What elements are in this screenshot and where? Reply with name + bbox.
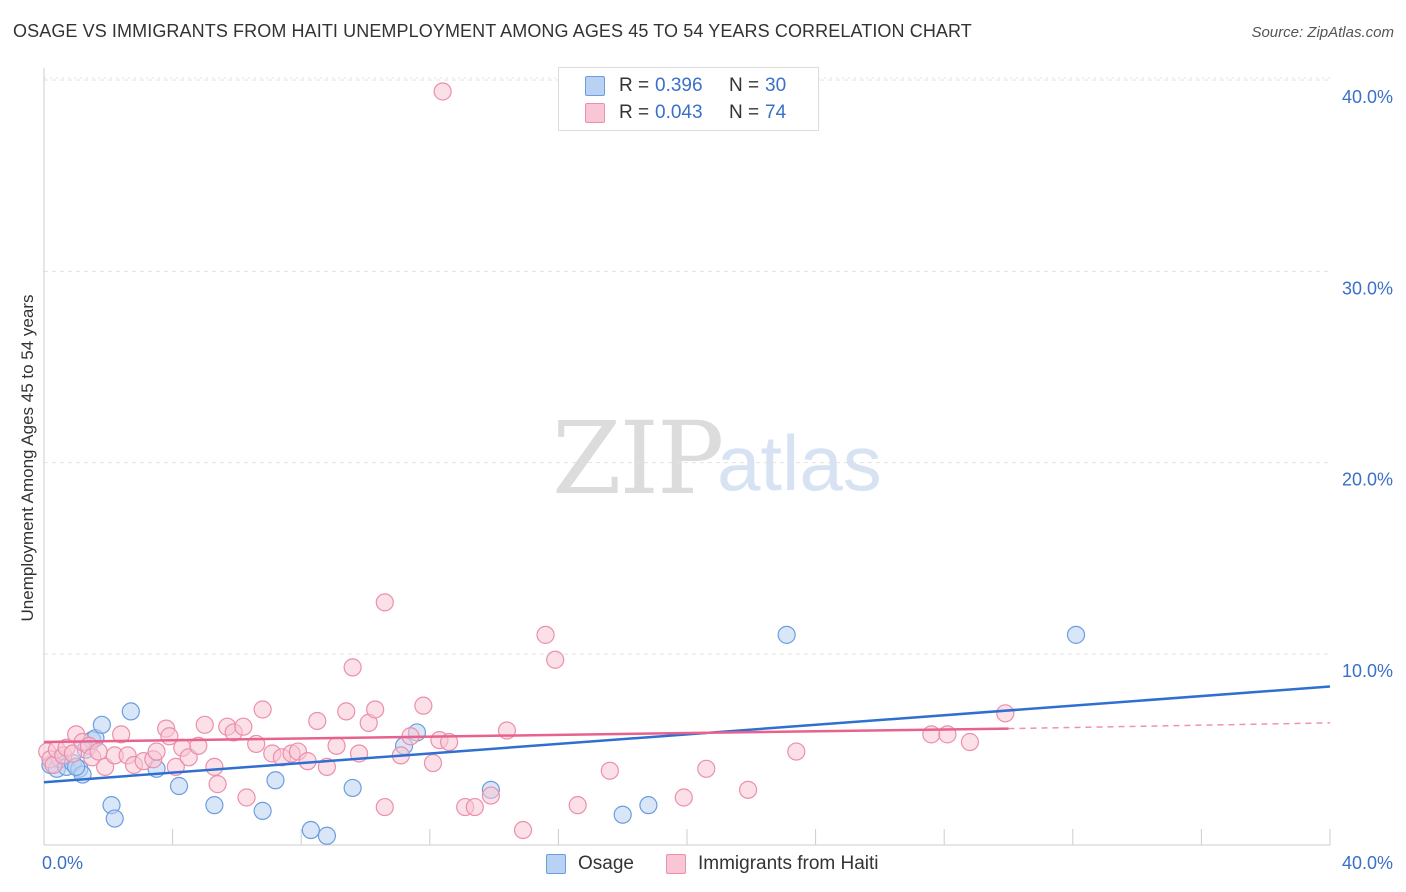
haiti-point (343, 658, 362, 677)
haiti-point (189, 736, 208, 755)
haiti-point (546, 650, 565, 669)
haiti-point (536, 625, 555, 644)
osage-point (121, 702, 140, 721)
haiti-trend-extension (1008, 722, 1331, 730)
haiti-point (996, 704, 1015, 723)
osage-point (169, 776, 189, 796)
haiti-point (375, 593, 394, 612)
r-label: R = (619, 75, 650, 96)
haiti-point (237, 788, 256, 807)
haiti-point (600, 761, 619, 780)
haiti-point (366, 700, 385, 719)
osage-point (105, 809, 124, 828)
haiti-point (738, 780, 758, 799)
haiti-point (89, 742, 108, 761)
x-tick-label: 0.0% (42, 853, 83, 873)
source-label: Source: ZipAtlas.com (1251, 24, 1394, 41)
haiti-point (568, 796, 587, 815)
osage-point (253, 801, 272, 820)
osage-legend-swatch (546, 854, 566, 874)
chart-title: OSAGE VS IMMIGRANTS FROM HAITI UNEMPLOYM… (13, 21, 972, 41)
haiti-point (674, 788, 693, 807)
haiti-trend-line (43, 727, 1009, 744)
legend-row-osage: R = 0.396 N = 30 (585, 73, 786, 99)
haiti-point (253, 700, 272, 719)
haiti-point (234, 717, 253, 736)
osage-n-value: 30 (765, 75, 787, 96)
osage-r-value: 0.396 (655, 75, 703, 96)
haiti-point (423, 753, 443, 773)
watermark-zip: ZIP (552, 400, 724, 517)
haiti-point (481, 786, 500, 805)
haiti-point (208, 775, 227, 794)
haiti-point (513, 820, 533, 840)
osage-point (301, 820, 320, 840)
r-label: R = (619, 102, 650, 123)
haiti-point (697, 759, 716, 778)
haiti-point (787, 742, 806, 761)
haiti-point (960, 732, 980, 752)
haiti-point (433, 82, 452, 101)
haiti-legend-swatch (666, 854, 686, 874)
n-label: N = (729, 102, 760, 123)
osage-trend-line (43, 685, 1331, 784)
osage-point (92, 715, 111, 734)
osage-point (317, 826, 337, 845)
osage-legend-label: Osage (578, 853, 634, 874)
haiti-point (327, 736, 346, 755)
y-tick-label: 10.0% (1342, 661, 1393, 681)
haiti-point (195, 715, 214, 734)
osage-point (205, 796, 224, 815)
haiti-point (414, 696, 433, 715)
legend-row-haiti: R = 0.043 N = 74 (585, 100, 786, 126)
bottom-legend-osage: Osage (546, 852, 634, 876)
osage-point (777, 625, 796, 644)
haiti-point (465, 797, 484, 817)
osage-point (266, 771, 285, 790)
osage-swatch (585, 76, 605, 96)
osage-point (1066, 625, 1086, 644)
haiti-point (337, 702, 356, 721)
haiti-point (439, 732, 459, 752)
osage-point (639, 796, 658, 815)
osage-point (613, 805, 632, 824)
y-tick-label: 30.0% (1342, 278, 1393, 298)
osage-point (343, 778, 362, 798)
haiti-swatch (585, 103, 605, 123)
bottom-legend-haiti: Immigrants from Haiti (666, 852, 879, 876)
haiti-point (147, 742, 166, 761)
haiti-point (112, 725, 131, 744)
n-label: N = (729, 75, 760, 96)
haiti-point (205, 757, 224, 776)
haiti-point (308, 711, 327, 731)
x-tick-label: 40.0% (1342, 853, 1393, 873)
haiti-n-value: 74 (765, 102, 787, 123)
haiti-legend-label: Immigrants from Haiti (698, 853, 879, 874)
y-tick-label: 40.0% (1342, 87, 1393, 107)
haiti-r-value: 0.043 (655, 102, 703, 123)
haiti-point (375, 797, 394, 817)
y-tick-label: 20.0% (1342, 470, 1393, 490)
correlation-legend: R = 0.396 N = 30 R = 0.043 N = 74 (558, 67, 819, 131)
